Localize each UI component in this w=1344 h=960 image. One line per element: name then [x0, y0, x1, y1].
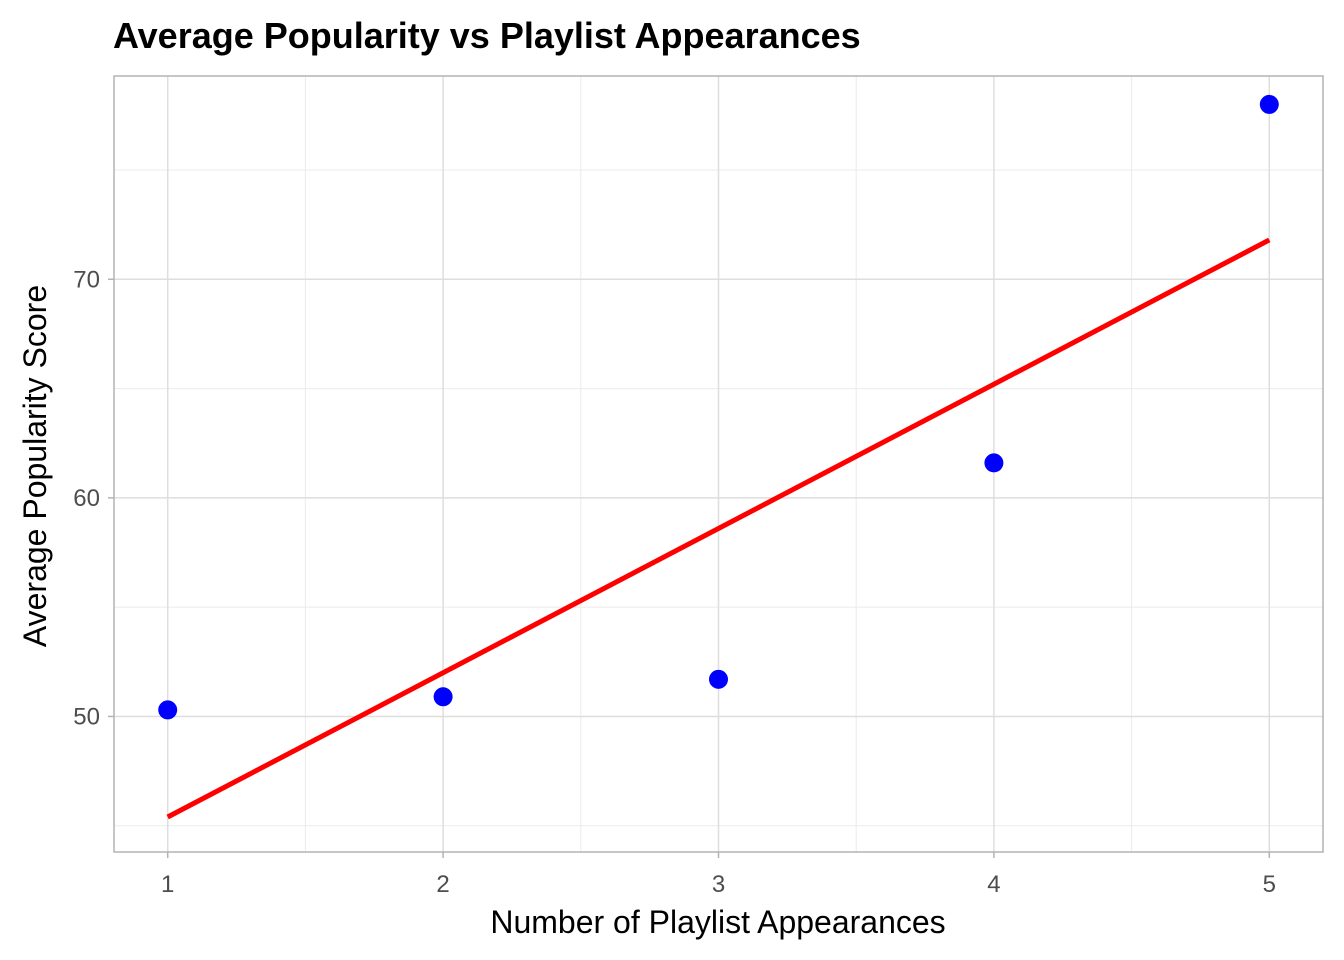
data-points-layer: [158, 94, 1279, 720]
y-axis-title: Average Popularity Score: [17, 285, 53, 647]
x-tick-label: 5: [1263, 871, 1276, 898]
data-point: [158, 700, 178, 720]
chart-title: Average Popularity vs Playlist Appearanc…: [113, 15, 861, 56]
trend-line-layer: [166, 237, 1271, 820]
data-point: [984, 453, 1004, 473]
y-tick-label: 60: [73, 485, 100, 512]
y-tick-label: 70: [73, 266, 100, 293]
y-axis-ticks: 50 60 70: [73, 266, 114, 730]
x-tick-label: 1: [161, 871, 174, 898]
data-point: [1259, 94, 1279, 114]
x-axis-title: Number of Playlist Appearances: [490, 904, 945, 940]
trend-line: [166, 237, 1271, 820]
x-tick-label: 3: [712, 871, 725, 898]
data-point: [433, 687, 453, 707]
y-tick-label: 50: [73, 703, 100, 730]
x-tick-label: 4: [987, 871, 1000, 898]
x-axis-ticks: 1 2 3 4 5: [161, 852, 1276, 898]
x-tick-label: 2: [436, 871, 449, 898]
major-gridlines: [114, 76, 1323, 852]
data-point: [709, 669, 728, 689]
